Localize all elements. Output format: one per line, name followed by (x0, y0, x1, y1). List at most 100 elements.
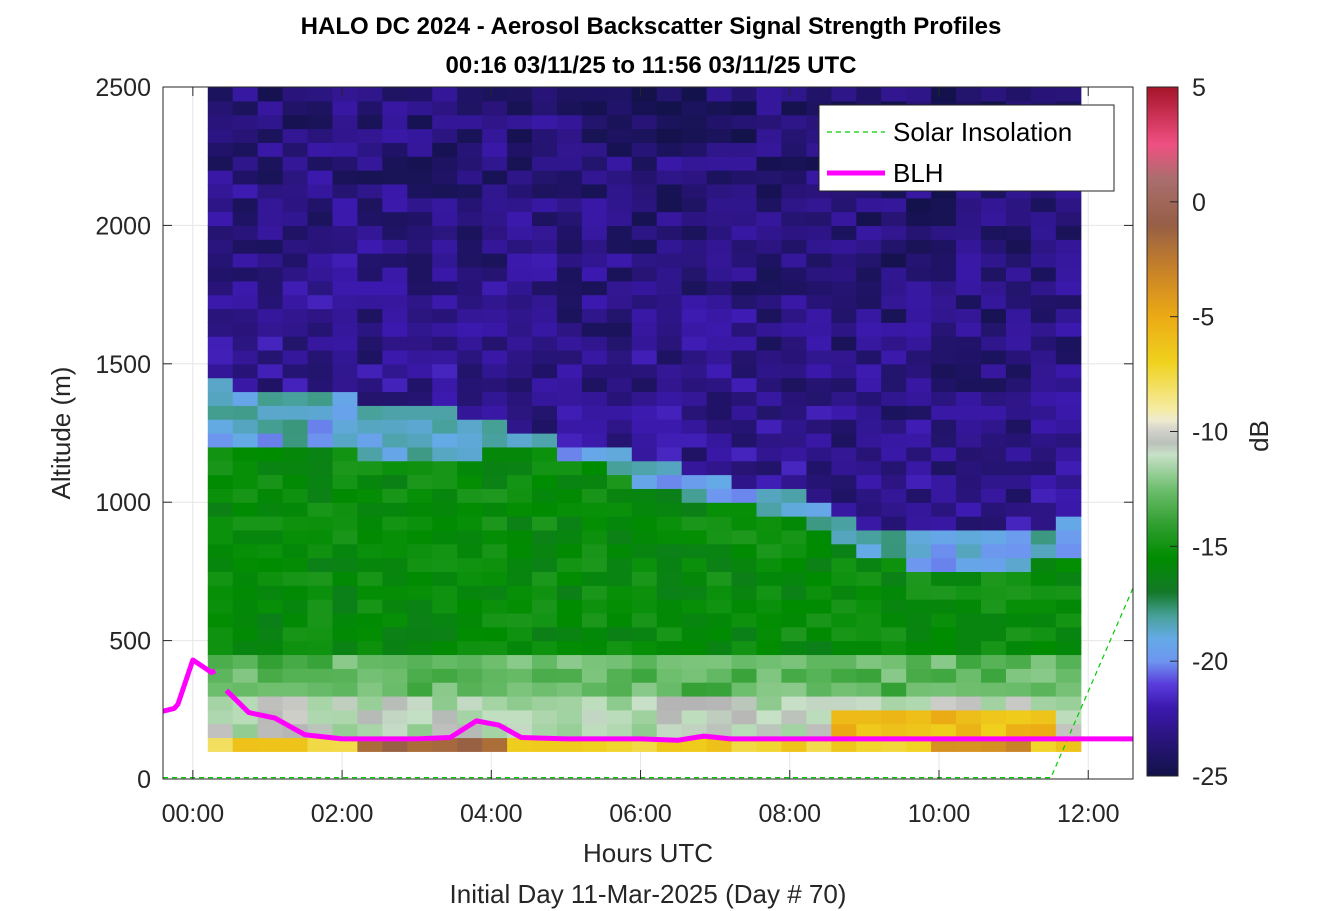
heatmap-cell (482, 87, 508, 102)
heatmap-cell (881, 253, 907, 268)
heatmap-cell (307, 433, 334, 448)
heatmap-cell (382, 557, 408, 572)
heatmap-cell (856, 557, 882, 572)
heatmap-cell (706, 529, 733, 545)
heatmap-cell (931, 557, 957, 572)
heatmap-cell (482, 114, 508, 130)
heatmap-cell (631, 253, 658, 268)
heatmap-cell (307, 100, 334, 116)
heatmap-cell (856, 87, 882, 102)
heatmap-cell (207, 336, 234, 351)
heatmap-cell (507, 737, 533, 752)
heatmap-cell (631, 543, 658, 559)
heatmap-cell (207, 709, 234, 725)
heatmap-cell (232, 114, 259, 130)
heatmap-cell (781, 585, 807, 600)
heatmap-cell (507, 405, 533, 420)
heatmap-cell (681, 668, 708, 683)
heatmap-cell (956, 599, 982, 614)
heatmap-cell (332, 446, 359, 462)
heatmap-cell (432, 682, 458, 697)
heatmap-cell (581, 695, 608, 711)
heatmap-cell (532, 280, 558, 296)
heatmap-cell (1005, 294, 1032, 310)
heatmap-cell (631, 502, 658, 517)
heatmap-cell (457, 446, 483, 462)
heatmap-cell (332, 142, 359, 157)
heatmap-cell (980, 626, 1007, 642)
heatmap-cell (831, 599, 857, 614)
heatmap-cell (656, 170, 683, 185)
heatmap-cell (532, 128, 558, 143)
heatmap-cell (806, 336, 832, 351)
heatmap-cell (906, 585, 932, 600)
heatmap-cell (1030, 654, 1057, 669)
heatmap-cell (731, 419, 758, 434)
heatmap-cell (457, 474, 483, 489)
heatmap-cell (482, 433, 508, 448)
heatmap-cell (631, 100, 658, 116)
heatmap-cell (1030, 280, 1057, 296)
heatmap-cell (357, 183, 383, 199)
heatmap-cell (257, 419, 284, 434)
heatmap-cell (407, 197, 433, 213)
heatmap-cell (831, 377, 857, 393)
heatmap-cell (856, 280, 882, 296)
heatmap-cell (1030, 571, 1057, 586)
heatmap-cell (856, 349, 882, 365)
heatmap-cell (232, 253, 259, 268)
heatmap-cell (781, 266, 807, 282)
x-tick-label: 04:00 (460, 800, 523, 828)
heatmap-cell (482, 322, 508, 337)
heatmap-cell (507, 682, 533, 697)
y-tick-label: 2500 (95, 74, 151, 102)
heatmap-cell (357, 599, 383, 614)
heatmap-cell (332, 225, 359, 240)
heatmap-cell (856, 599, 882, 614)
heatmap-cell (257, 156, 284, 171)
heatmap-cell (631, 516, 658, 531)
heatmap-cell (257, 170, 284, 185)
heatmap-cell (781, 253, 807, 268)
heatmap-cell (631, 529, 658, 545)
heatmap-cell (232, 100, 259, 116)
heatmap-cell (706, 405, 733, 420)
heatmap-cell (1030, 197, 1057, 213)
heatmap-cell (931, 585, 957, 600)
heatmap-cell (432, 253, 458, 268)
heatmap-cell (1030, 377, 1057, 393)
heatmap-cell (881, 695, 907, 711)
heatmap-cell (931, 377, 957, 393)
heatmap-cell (332, 682, 359, 697)
heatmap-cell (1005, 585, 1032, 600)
heatmap-cell (532, 349, 558, 365)
heatmap-cell (931, 599, 957, 614)
heatmap-cell (457, 543, 483, 559)
heatmap-cell (407, 709, 433, 725)
heatmap-cell (581, 433, 608, 448)
heatmap-cell (781, 363, 807, 379)
heatmap-cell (881, 599, 907, 614)
heatmap-cell (631, 405, 658, 420)
heatmap-cell (806, 433, 832, 448)
heatmap-cell (507, 349, 533, 365)
heatmap-cell (906, 253, 932, 268)
heatmap-cell (631, 446, 658, 462)
heatmap-cell (1055, 87, 1082, 102)
heatmap-cell (980, 723, 1007, 739)
heatmap-cell (781, 142, 807, 157)
heatmap-cell (806, 599, 832, 614)
heatmap-cell (781, 516, 807, 531)
heatmap-cell (806, 266, 832, 282)
heatmap-cell (282, 474, 309, 489)
heatmap-cell (407, 322, 433, 337)
heatmap-cell (631, 585, 658, 600)
heatmap-cell (756, 100, 783, 116)
heatmap-cell (357, 460, 383, 476)
heatmap-cell (257, 349, 284, 365)
heatmap-cell (1005, 626, 1032, 642)
heatmap-cell (307, 446, 334, 462)
heatmap-cell (756, 363, 783, 379)
heatmap-cell (1030, 695, 1057, 711)
heatmap-cell (656, 529, 683, 545)
